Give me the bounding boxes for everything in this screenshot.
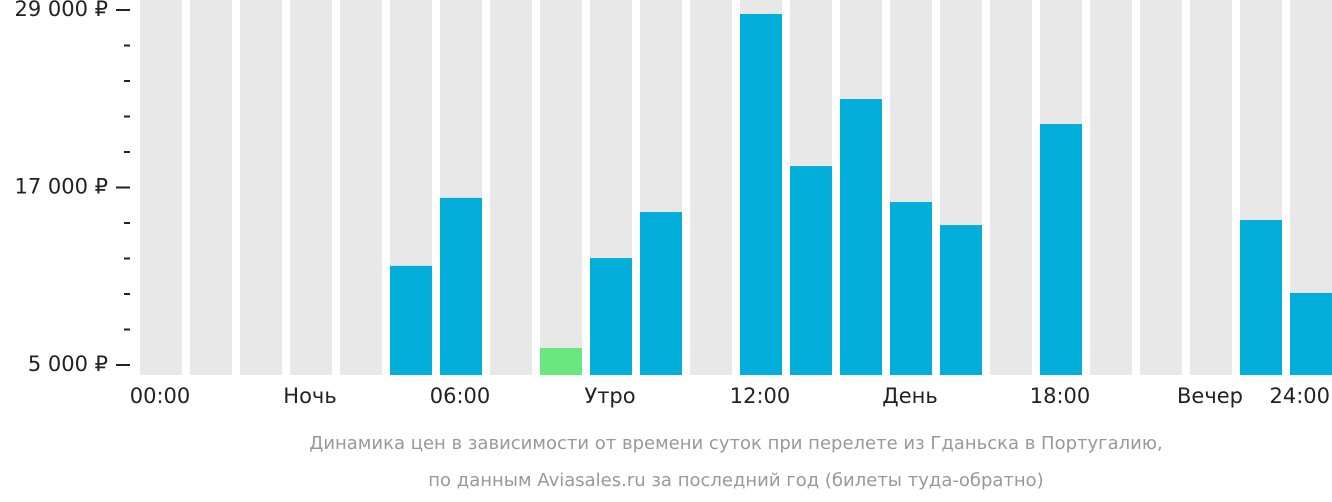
x-tick-label: 00:00 (130, 384, 191, 408)
y-tick-label: 17 000 ₽ (14, 175, 108, 199)
x-tick-label: 12:00 (730, 384, 791, 408)
x-tick-label: Вечер (1177, 384, 1243, 408)
background-bar (290, 0, 332, 375)
x-tick-label: День (882, 384, 937, 408)
background-bar (140, 0, 182, 375)
background-bar (240, 0, 282, 375)
background-bar (690, 0, 732, 375)
bar (940, 225, 982, 375)
background-bar (1190, 0, 1232, 375)
x-tick-label: 06:00 (430, 384, 491, 408)
bar (440, 197, 482, 375)
y-tick-label: 29 000 ₽ (14, 0, 108, 21)
background-bar (490, 0, 532, 375)
bar (640, 212, 682, 375)
caption: Динамика цен в зависимости от времени су… (309, 433, 1162, 454)
background-bar (1140, 0, 1182, 375)
x-tick-label: 24:00 (1269, 384, 1330, 408)
bar (1240, 220, 1282, 375)
bar (790, 166, 832, 375)
y-tick-label: 5 000 ₽ (28, 352, 108, 376)
x-tick-label: Ночь (283, 384, 336, 408)
bar (740, 13, 782, 376)
background-bar (340, 0, 382, 375)
background-bar (1090, 0, 1132, 375)
bar (540, 347, 582, 375)
bar (1040, 124, 1082, 375)
bar (1290, 292, 1332, 375)
x-tick-label: 18:00 (1030, 384, 1091, 408)
bar (390, 265, 432, 375)
background-bar (540, 0, 582, 375)
bar (890, 201, 932, 375)
bar (590, 258, 632, 375)
bar (840, 99, 882, 375)
x-tick-label: Утро (584, 384, 635, 408)
background-bar (990, 0, 1032, 375)
background-bar (190, 0, 232, 375)
caption: по данным Aviasales.ru за последний год … (428, 470, 1043, 491)
